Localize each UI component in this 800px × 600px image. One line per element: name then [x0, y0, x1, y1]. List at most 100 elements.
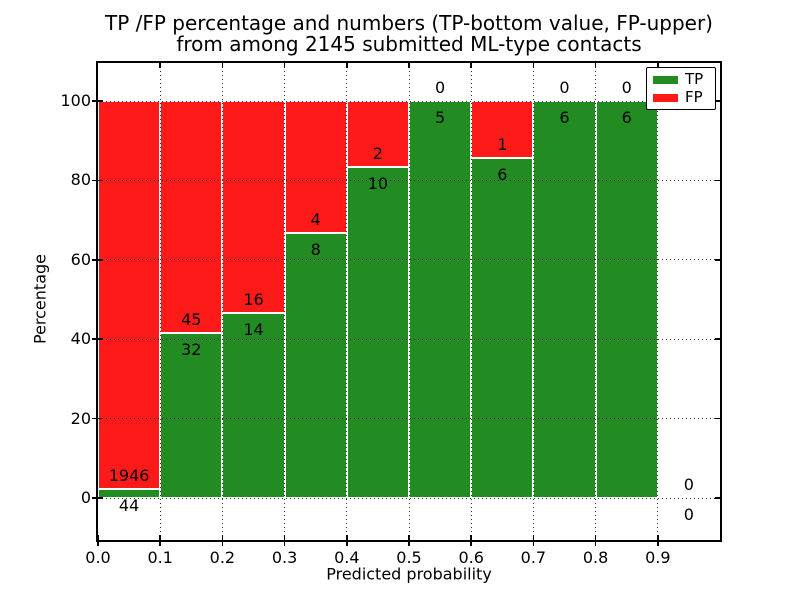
x-tick-bottom	[470, 535, 472, 546]
x-tick-top	[532, 63, 535, 68]
tp-bar-segment	[595, 101, 658, 498]
fp-bar-segment	[222, 101, 285, 313]
plot-area: TP FP 1946 44 45 32 16 14 4 8 2 10 0 5 1 6 0 6 0 6 0 0 0 20 40 6…	[60, 61, 722, 567]
y-tick-left	[92, 179, 103, 182]
y-tick-left	[92, 338, 103, 340]
fp-bar-segment	[160, 101, 223, 333]
tp-bar-segment	[98, 489, 161, 498]
legend-row: FP	[653, 90, 709, 105]
x-tick-bottom	[594, 535, 597, 546]
tp-count-label: 32	[181, 340, 202, 359]
x-tick-top	[470, 63, 472, 68]
y-tick-right	[715, 497, 720, 499]
fp-bar-segment	[98, 101, 161, 490]
fp-count-label: 4	[310, 210, 321, 230]
tp-bar-segment	[222, 312, 285, 498]
tp-bar-segment	[284, 233, 347, 498]
fp-bar-segment	[284, 101, 347, 234]
x-tick-label: 0.8	[582, 548, 609, 567]
fp-count-label: 0	[559, 78, 570, 97]
fp-bar-segment	[471, 101, 534, 158]
x-gridline	[159, 63, 161, 540]
tp-bar-segment	[533, 101, 596, 498]
x-gridline	[595, 63, 597, 540]
y-tick-right	[715, 179, 720, 182]
fp-count-label: 45	[181, 310, 202, 329]
y-tick-right	[715, 259, 720, 261]
y-tick-label: 40	[70, 329, 91, 349]
x-tick-label: 0.7	[520, 548, 547, 567]
x-gridline	[470, 63, 472, 540]
x-tick-bottom	[657, 535, 659, 546]
fp-count-label: 16	[243, 289, 264, 309]
legend-swatch-tp	[653, 75, 678, 84]
x-tick-label: 0.0	[85, 548, 111, 567]
legend-label: TP	[685, 70, 704, 88]
x-gridline	[408, 63, 410, 540]
tp-count-label: 6	[497, 164, 508, 184]
legend-label: FP	[685, 88, 703, 106]
chart-title-line2: from among 2145 submitted ML-type contac…	[176, 32, 642, 56]
x-axis-label: Predicted probability	[326, 564, 492, 584]
x-tick-label: 0.3	[271, 548, 298, 567]
x-tick-label: 0.9	[645, 548, 671, 567]
x-tick-top	[159, 63, 161, 68]
x-tick-top	[657, 63, 659, 68]
x-tick-label: 0.6	[458, 548, 484, 567]
tp-count-label: 5	[435, 108, 446, 127]
tp-bar-segment	[409, 101, 472, 498]
x-tick-label: 0.4	[334, 548, 360, 567]
x-tick-bottom	[532, 535, 535, 546]
chart-title-line1: TP /FP percentage and numbers (TP-bottom…	[105, 11, 713, 35]
x-gridline	[657, 63, 659, 540]
x-tick-label: 0.2	[209, 548, 236, 567]
fp-count-label: 0	[621, 78, 632, 97]
x-gridline	[284, 63, 286, 540]
y-tick-right	[715, 100, 720, 102]
fp-count-label: 1	[497, 134, 508, 154]
x-tick-top	[594, 63, 597, 68]
y-tick-label: 0	[80, 488, 91, 507]
y-tick-left	[92, 497, 103, 499]
fp-bar-segment	[346, 101, 409, 168]
x-tick-label: 0.1	[147, 548, 173, 567]
x-tick-top	[346, 63, 348, 68]
x-tick-bottom	[97, 535, 99, 546]
tp-count-label: 6	[621, 108, 632, 127]
fp-count-label: 1946	[108, 466, 150, 486]
tp-count-label: 10	[367, 174, 389, 194]
y-tick-right	[715, 338, 720, 340]
x-tick-bottom	[283, 535, 286, 546]
tp-bar-segment	[471, 157, 534, 498]
x-tick-label: 0.5	[396, 548, 422, 567]
x-tick-top	[408, 63, 410, 68]
tp-bar-segment	[346, 167, 409, 498]
x-tick-bottom	[221, 535, 224, 546]
fp-count-label: 2	[372, 144, 383, 164]
tp-count-label: 44	[118, 496, 140, 516]
legend-row: TP	[653, 72, 709, 87]
x-tick-bottom	[346, 535, 348, 546]
legend: TP FP	[646, 67, 716, 110]
x-tick-top	[221, 63, 224, 68]
y-tick-right	[715, 417, 720, 420]
x-tick-bottom	[159, 535, 161, 546]
tp-count-label: 14	[243, 319, 264, 339]
y-tick-label: 60	[70, 249, 91, 269]
tp-count-label: 0	[683, 505, 694, 524]
x-tick-top	[283, 63, 286, 68]
fp-count-label: 0	[435, 78, 446, 97]
x-gridline	[346, 63, 348, 540]
x-tick-bottom	[408, 535, 410, 546]
y-tick-left	[92, 417, 103, 420]
tp-count-label: 8	[310, 240, 321, 260]
x-gridline	[532, 63, 534, 540]
x-gridline	[221, 63, 223, 540]
y-tick-label: 100	[60, 91, 91, 110]
fp-count-label: 0	[683, 475, 694, 494]
legend-swatch-fp	[653, 93, 678, 102]
tp-bar-segment	[160, 333, 223, 498]
tp-count-label: 6	[559, 108, 570, 127]
y-tick-label: 20	[70, 408, 91, 428]
